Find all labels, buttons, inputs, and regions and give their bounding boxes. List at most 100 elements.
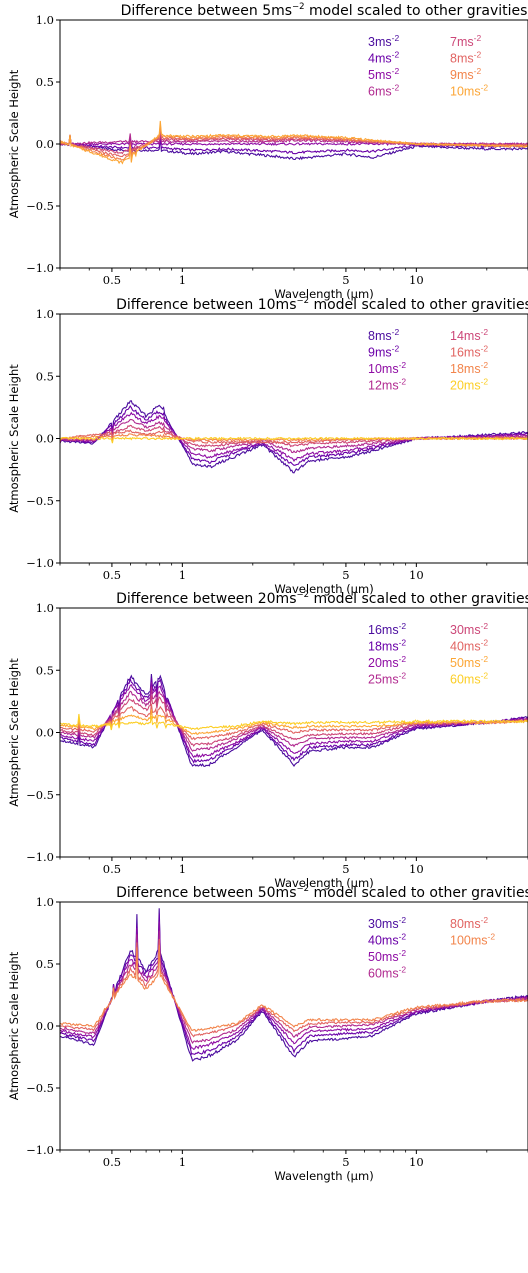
- legend-entry: 8ms-2: [368, 327, 399, 343]
- legend-entry: 20ms-2: [368, 654, 406, 670]
- series-line-10mss-2: [59, 120, 528, 165]
- chart-panel-3: −1.0 −0.5 0.0 0.5 1.0 0.5 1 5 10 Difference betwe…: [7, 590, 528, 890]
- legend-entry: 60ms-2: [368, 965, 406, 981]
- legend-entry: 40ms-2: [368, 932, 406, 948]
- legend-entry: 30ms-2: [368, 915, 406, 931]
- y-axis-label: Atmospheric Scale Height: [7, 658, 21, 807]
- series-line-6mss-2: [59, 130, 528, 146]
- chart-title: Difference between 10ms−2 model scaled t…: [116, 296, 528, 313]
- legend-entry: 10ms-2: [450, 83, 488, 99]
- x-tick-label: 0.5: [103, 862, 121, 876]
- legend-entry: 80ms-2: [450, 915, 488, 931]
- y-tick-label: −0.5: [26, 1081, 54, 1095]
- y-tick-label: −0.5: [26, 494, 54, 508]
- y-tick-label: 0.5: [36, 957, 54, 971]
- chart-panel-4: −1.0 −0.5 0.0 0.5 1.0 0.5 1 5 10 Difference betwe…: [7, 884, 528, 1183]
- y-tick-label: 0.5: [36, 369, 54, 383]
- x-tick-label: 0.5: [103, 1155, 121, 1169]
- legend-entry: 3ms-2: [368, 33, 399, 49]
- x-tick-label: 10: [409, 862, 424, 876]
- series-line-80mss-2: [59, 938, 528, 1038]
- y-tick-label: 0.0: [36, 137, 54, 151]
- legend-entry: 60ms-2: [450, 671, 488, 687]
- series-line-18mss-2: [59, 676, 528, 764]
- series-line-25mss-2: [59, 686, 528, 752]
- legend-entry: 18ms-2: [450, 360, 488, 376]
- x-tick-label: 1: [179, 862, 186, 876]
- series-line-30mss-2: [60, 695, 528, 747]
- chart-title: Difference between 50ms−2 model scaled t…: [116, 884, 528, 901]
- series-line-16mss-2: [59, 673, 528, 768]
- y-axis-label: Atmospheric Scale Height: [7, 951, 21, 1100]
- legend-entry: 25ms-2: [368, 671, 406, 687]
- x-tick-label: 1: [179, 273, 186, 287]
- y-axis-label: Atmospheric Scale Height: [7, 69, 21, 218]
- y-tick-label: 1.0: [36, 307, 54, 321]
- x-tick-label: 5: [342, 568, 349, 582]
- y-tick-label: 0.0: [36, 726, 54, 740]
- series-line-18mss-2: [59, 433, 528, 442]
- legend-entry: 16ms-2: [450, 344, 488, 360]
- x-tick-label: 5: [342, 273, 349, 287]
- x-tick-label: 0.5: [103, 568, 121, 582]
- x-tick-label: 0.5: [103, 273, 121, 287]
- legend-entry: 30ms-2: [450, 621, 488, 637]
- legend-entry: 5ms-2: [368, 66, 399, 82]
- legend-entry: 100ms-2: [450, 932, 495, 948]
- y-tick-label: 1.0: [36, 895, 54, 909]
- y-tick-label: 0.5: [36, 75, 54, 89]
- x-tick-label: 10: [409, 568, 424, 582]
- y-axis-label: Atmospheric Scale Height: [7, 364, 21, 513]
- legend-entry: 6ms-2: [368, 83, 399, 99]
- legend-entry: 9ms-2: [450, 66, 481, 82]
- legend-entry: 10ms-2: [368, 360, 406, 376]
- legend-entry: 16ms-2: [368, 621, 406, 637]
- series-group: [59, 908, 528, 1062]
- chart-title: Difference between 5ms−2 model scaled to…: [121, 2, 528, 19]
- legend-entry: 50ms-2: [368, 948, 406, 964]
- legend-entry: 40ms-2: [450, 638, 488, 654]
- legend-entry: 9ms-2: [368, 344, 399, 360]
- x-tick-label: 10: [409, 1155, 424, 1169]
- series-group: [59, 120, 528, 165]
- y-tick-label: 0.5: [36, 663, 54, 677]
- series-line-50mss-2: [59, 709, 528, 736]
- y-tick-label: −0.5: [26, 788, 54, 802]
- y-tick-label: −1.0: [26, 1143, 54, 1157]
- legend-entry: 50ms-2: [450, 654, 488, 670]
- series-line-20mss-2: [59, 436, 528, 444]
- chart-title: Difference between 20ms−2 model scaled t…: [116, 590, 528, 607]
- legend-entry: 7ms-2: [450, 33, 481, 49]
- x-tick-label: 1: [179, 1155, 186, 1169]
- x-tick-label: 1: [179, 568, 186, 582]
- x-axis-label: Wavelength (μm): [274, 287, 373, 301]
- series-line-100mss-2: [59, 945, 528, 1033]
- legend-entry: 8ms-2: [450, 50, 481, 66]
- y-tick-label: −1.0: [26, 556, 54, 570]
- legend-entry: 4ms-2: [368, 50, 399, 66]
- series-group: [59, 673, 528, 768]
- y-tick-label: −1.0: [26, 850, 54, 864]
- series-line-60mss-2: [59, 713, 528, 731]
- legend-entry: 18ms-2: [368, 638, 406, 654]
- x-tick-label: 5: [342, 862, 349, 876]
- chart-panel-1: −1.0 −0.5 0.0 0.5 1.0 0.5 1 5 10 Difference betwe…: [7, 2, 528, 301]
- x-axis-label: Wavelength (μm): [274, 582, 373, 596]
- series-group: [59, 400, 528, 474]
- legend-entry: 12ms-2: [368, 377, 406, 393]
- series-line-12mss-2: [59, 418, 528, 454]
- x-tick-label: 10: [409, 273, 424, 287]
- chart-panel-2: −1.0 −0.5 0.0 0.5 1.0 0.5 1 5 10 Difference betwe…: [7, 296, 528, 596]
- legend-entry: 14ms-2: [450, 327, 488, 343]
- y-tick-label: 1.0: [36, 601, 54, 615]
- y-tick-label: −1.0: [26, 261, 54, 275]
- legend-entry: 20ms-2: [450, 377, 488, 393]
- x-tick-label: 5: [342, 1155, 349, 1169]
- y-tick-label: −0.5: [26, 199, 54, 213]
- y-tick-label: 0.0: [36, 1019, 54, 1033]
